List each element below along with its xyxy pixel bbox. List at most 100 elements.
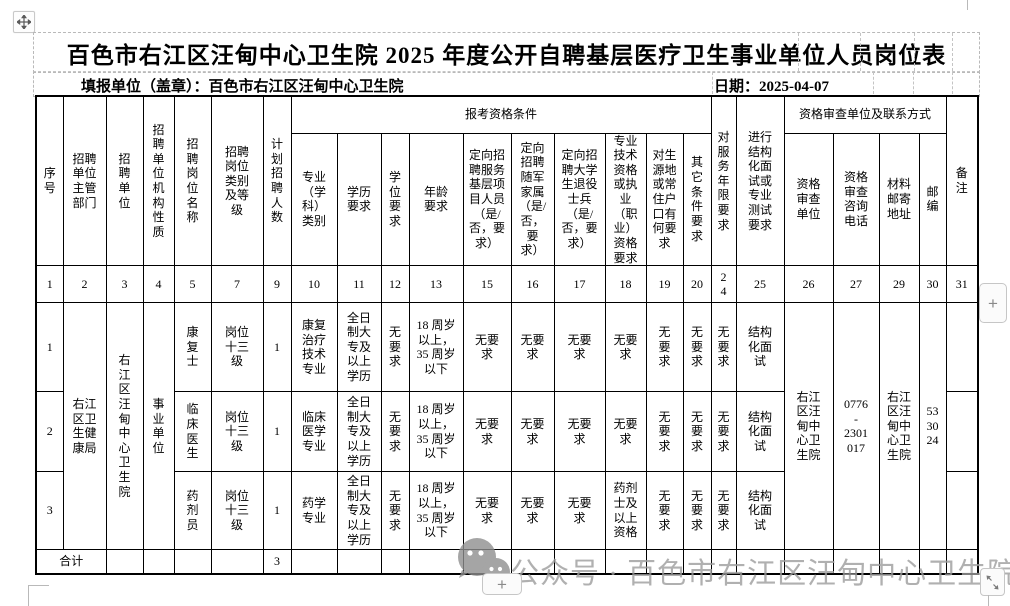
cell-edu: 全日 制大 专及 以上 学历 — [336, 471, 382, 551]
total-empty — [645, 549, 684, 575]
cell-other: 无 要 求 — [682, 391, 712, 473]
cell-post: 药 剂 员 — [173, 471, 212, 551]
cell-count: 1 — [262, 471, 292, 551]
col-num: 11 — [336, 265, 382, 304]
total-empty — [553, 549, 606, 575]
header-group-row: 序 号 招聘 单位 主管 部门 招 聘 单 位 招 聘 单 位 机 构 性 质 … — [35, 95, 979, 267]
header-degree: 学 位 要 求 — [380, 132, 410, 267]
cell-military-family: 无要 求 — [510, 302, 555, 393]
col-num: 30 — [918, 265, 947, 304]
col-num: 17 — [553, 265, 606, 304]
header-phone: 资格 审查 咨询 电话 — [832, 132, 880, 267]
total-empty — [710, 549, 737, 575]
header-zip: 邮 编 — [918, 132, 947, 267]
header-service: 对 服 务 年 限 要 求 — [710, 95, 737, 267]
header-major: 专业 （学 科） 类别 — [290, 132, 338, 267]
grid-dash — [913, 72, 914, 94]
header-unit: 招 聘 单 位 — [105, 95, 144, 267]
cell-dept-merged: 右江 区卫 生健 康局 — [62, 302, 107, 551]
grid-dash — [873, 72, 874, 94]
cell-military-family: 无要 求 — [510, 471, 555, 551]
column-number-row: 1 2 3 4 5 7 9 10 11 12 13 15 16 17 18 19… — [35, 265, 979, 304]
cell-post: 临 床 医 生 — [173, 391, 212, 473]
grid-tick-line — [967, 0, 968, 10]
grid-dash — [860, 33, 861, 71]
col-num: 18 — [604, 265, 647, 304]
total-empty — [878, 549, 920, 575]
table-move-handle[interactable] — [13, 11, 35, 33]
cell-other: 无 要 求 — [682, 302, 712, 393]
total-empty — [142, 549, 175, 575]
total-empty — [735, 549, 785, 575]
form-date-label: 日期：2025-04-07 — [714, 79, 829, 95]
total-empty — [462, 549, 512, 575]
cell-level: 岗位 十三 级 — [210, 471, 264, 551]
total-empty — [336, 549, 382, 575]
total-empty — [408, 549, 464, 575]
grid-tail-line — [988, 595, 989, 606]
cell-major: 药学 专业 — [290, 471, 338, 551]
cell-residency: 无 要 求 — [645, 391, 684, 473]
total-empty — [290, 549, 338, 575]
cell-level: 岗位 十三 级 — [210, 302, 264, 393]
col-num: 2 4 — [710, 265, 737, 304]
cell-age: 18 周岁 以上， 35 周岁 以下 — [408, 471, 464, 551]
col-num: 2 — [62, 265, 107, 304]
cell-count: 1 — [262, 302, 292, 393]
add-column-button[interactable]: + — [979, 283, 1007, 323]
cell-seq: 1 — [35, 302, 64, 393]
cell-service: 无 要 求 — [710, 391, 737, 473]
cell-level: 岗位 十三 级 — [210, 391, 264, 473]
col-num: 13 — [408, 265, 464, 304]
job-row-1: 1 右江 区卫 生健 康局 右 江 区 汪 甸 中 心 卫 生 院 事 业 单 … — [35, 302, 979, 551]
cell-residency: 无 要 求 — [645, 471, 684, 551]
header-interview: 进行 结构 化面 试或 专业 测试 要求 — [735, 95, 785, 267]
total-empty — [682, 549, 712, 575]
header-prof-qual: 专业 技术 资格 或执 业 （职 业） 资格 要求 — [604, 132, 647, 267]
header-level: 招聘 岗位 类别 及等 级 — [210, 95, 264, 267]
cell-base-project: 无要 求 — [462, 471, 512, 551]
cell-service: 无 要 求 — [710, 302, 737, 393]
total-empty — [945, 549, 979, 575]
col-num: 26 — [783, 265, 834, 304]
col-num: 7 — [210, 265, 264, 304]
page-corner-mark — [28, 585, 49, 586]
cell-other: 无 要 求 — [682, 471, 712, 551]
form-info-row: 填报单位（盖章）：百色市右江区汪甸中心卫生院 日期：2025-04-07 — [33, 71, 980, 97]
header-seq: 序 号 — [35, 95, 64, 267]
col-num: 9 — [262, 265, 292, 304]
cell-remark — [945, 302, 979, 393]
table-resize-handle[interactable] — [980, 568, 1005, 596]
cell-veteran: 无要 求 — [553, 302, 606, 393]
header-nature: 招 聘 单 位 机 构 性 质 — [142, 95, 175, 267]
col-num: 12 — [380, 265, 410, 304]
cell-degree: 无 要 求 — [380, 302, 410, 393]
col-num: 27 — [832, 265, 880, 304]
cell-zip-merged: 53 30 24 — [918, 302, 947, 551]
total-empty — [173, 549, 212, 575]
cell-unit-merged: 右 江 区 汪 甸 中 心 卫 生 院 — [105, 302, 144, 551]
grid-dash — [952, 72, 953, 94]
job-position-table: 序 号 招聘 单位 主管 部门 招 聘 单 位 招 聘 单 位 机 构 性 质 … — [35, 95, 980, 575]
total-count: 3 — [262, 549, 292, 575]
cell-address-merged: 右江 区汪 甸中 心卫 生院 — [878, 302, 920, 551]
cell-remark — [945, 391, 979, 473]
cell-residency: 无 要 求 — [645, 302, 684, 393]
col-num: 3 — [105, 265, 144, 304]
header-review-unit: 资格 审查 单位 — [783, 132, 834, 267]
diagonal-resize-icon — [986, 575, 999, 589]
add-row-button[interactable]: + — [482, 573, 522, 595]
header-sub-row: 专业 （学 科） 类别 学历 要求 学 位 要 求 年龄 要求 定向招 聘服务 … — [36, 132, 978, 267]
cell-prof-qual: 药剂 士及 以上 资格 — [604, 471, 647, 551]
header-edu: 学历 要求 — [336, 132, 382, 267]
total-empty — [604, 549, 647, 575]
form-unit-label: 填报单位（盖章）：百色市右江区汪甸中心卫生院 — [81, 79, 404, 95]
header-post: 招 聘 岗 位 名 称 — [173, 95, 212, 267]
cell-service: 无 要 求 — [710, 471, 737, 551]
cell-base-project: 无要 求 — [462, 391, 512, 473]
cell-edu: 全日 制大 专及 以上 学历 — [336, 302, 382, 393]
col-num: 15 — [462, 265, 512, 304]
cell-base-project: 无要 求 — [462, 302, 512, 393]
cell-nature-merged: 事 业 单 位 — [142, 302, 175, 551]
